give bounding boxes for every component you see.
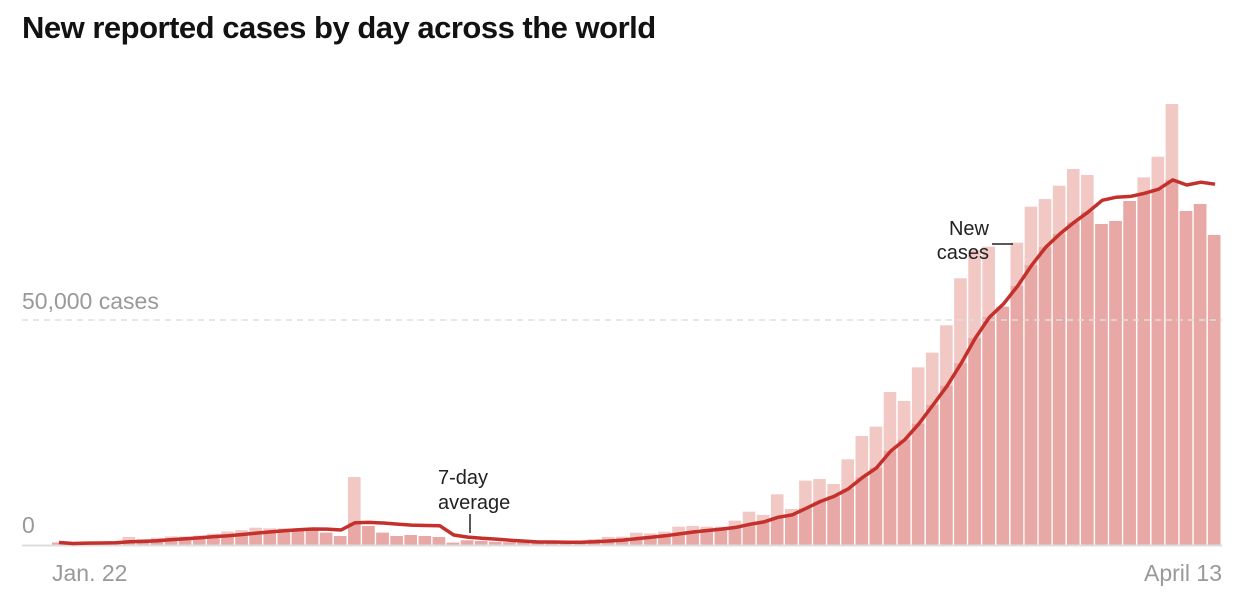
bar-below-average — [136, 541, 150, 545]
bar-below-average — [897, 439, 911, 545]
bar-below-average — [996, 306, 1010, 545]
bar-below-average — [545, 542, 558, 545]
bar-below-average — [333, 536, 347, 545]
bar-below-average — [517, 542, 530, 545]
bar-below-average — [841, 488, 854, 545]
bar-below-average — [52, 542, 65, 545]
annotation-new-line2: cases — [937, 242, 989, 264]
bar-below-average — [714, 529, 728, 545]
bar-below-average — [1095, 224, 1108, 545]
bar-below-average — [770, 517, 784, 545]
bar-below-average — [615, 540, 629, 545]
bar-below-average — [940, 385, 953, 545]
bar-below-average — [291, 529, 305, 545]
bar-below-average — [446, 542, 460, 545]
bar-below-average — [1066, 222, 1080, 545]
bar-below-average — [742, 524, 756, 545]
bar-below-average — [531, 543, 544, 545]
bar-below-average — [460, 540, 474, 545]
bar-below-average — [728, 527, 742, 545]
bar-below-average — [164, 539, 178, 545]
bar-below-average — [644, 537, 657, 545]
bar-below-average — [1038, 247, 1052, 545]
y-tick-label-0: 0 — [22, 512, 35, 538]
x-tick-label-start: Jan. 22 — [52, 560, 127, 586]
x-tick-label-end: April 13 — [1144, 560, 1222, 586]
bar-below-average — [249, 533, 262, 545]
annotation-avg-line2: average — [438, 492, 510, 514]
bar-below-average — [1081, 212, 1094, 546]
bar-below-average — [277, 530, 291, 545]
bar-below-average — [390, 536, 403, 545]
bar-below-average — [785, 514, 798, 545]
bar-below-average — [883, 451, 897, 545]
bar-below-average — [1052, 233, 1066, 546]
bar-below-average — [869, 467, 883, 545]
bar-below-average — [221, 535, 234, 545]
annotation-avg-line1: 7-day — [438, 467, 488, 489]
bar-below-average — [686, 531, 699, 545]
bar-below-average — [1151, 189, 1165, 545]
bar-below-average — [488, 541, 502, 545]
bars-group — [52, 104, 1221, 546]
bar-below-average — [827, 496, 840, 545]
bar-below-average — [658, 535, 671, 545]
bar-below-average — [672, 533, 685, 545]
bar-below-average — [348, 522, 361, 545]
bar-below-average — [1207, 234, 1221, 545]
bar-below-average — [925, 404, 939, 545]
bar-below-average — [1024, 265, 1038, 545]
bar-below-average — [319, 532, 333, 545]
bar-below-average — [954, 363, 967, 545]
bar-below-average — [1137, 193, 1151, 545]
bar-below-average — [601, 541, 615, 545]
bar-below-average — [911, 423, 925, 545]
bar-below-average — [207, 536, 220, 545]
bar-below-average — [1109, 221, 1122, 545]
y-tick-label-50000: 50,000 cases — [22, 288, 159, 314]
chart-title: New reported cases by day across the wor… — [22, 10, 656, 45]
bar-below-average — [1010, 286, 1024, 545]
bar-below-average — [700, 530, 714, 545]
bar-below-average — [1193, 204, 1207, 545]
bar-below-average — [235, 534, 248, 545]
annotation-new-line1: New — [949, 218, 990, 240]
bar-below-average — [855, 477, 869, 545]
bar-below-average — [404, 535, 418, 545]
bar-below-average — [813, 501, 826, 545]
bar-below-average — [432, 536, 446, 545]
bar-below-average — [968, 338, 981, 545]
bar-below-average — [503, 542, 516, 545]
bar-below-average — [1123, 201, 1136, 545]
bar-below-average — [305, 528, 319, 545]
bar-below-average — [263, 531, 277, 545]
bar-below-average — [178, 538, 192, 545]
bar-below-average — [799, 508, 812, 545]
seven-day-average-line — [58, 178, 1216, 546]
bar-below-average — [756, 521, 770, 545]
bar-below-average — [982, 317, 995, 545]
bar-below-average — [1165, 179, 1179, 545]
bar-below-average — [376, 532, 389, 545]
bar-below-average — [474, 540, 488, 545]
bar-below-average — [629, 538, 643, 545]
bar-below-average — [192, 537, 206, 545]
bar-below-average — [150, 540, 164, 545]
bar-below-average — [1179, 211, 1193, 545]
bar-below-average — [362, 526, 375, 545]
bar-below-average — [418, 536, 432, 545]
